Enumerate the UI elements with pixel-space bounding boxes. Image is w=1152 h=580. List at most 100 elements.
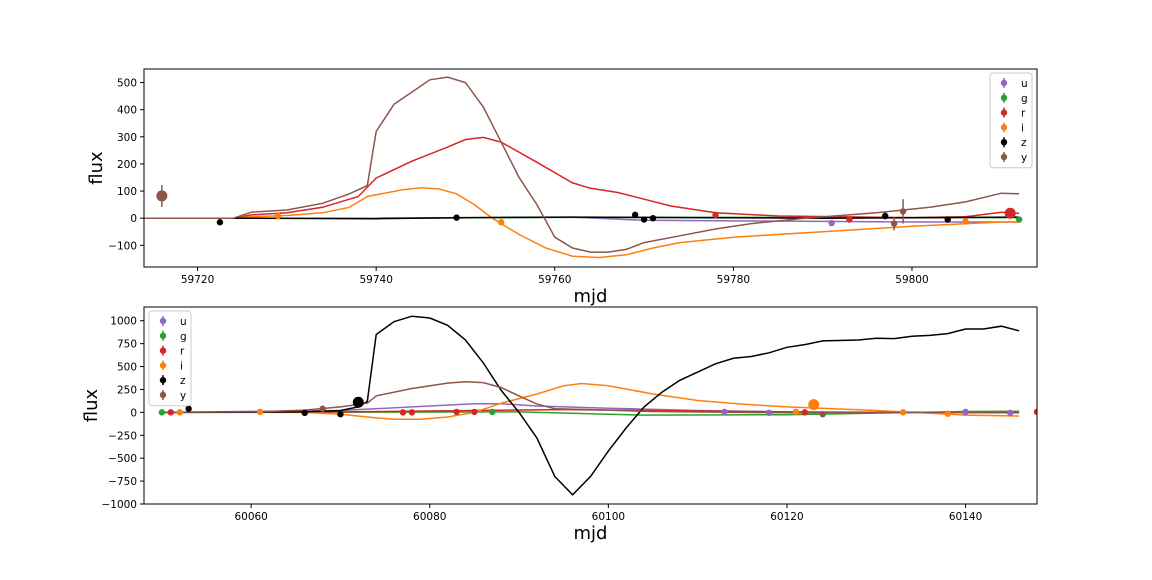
panel1-legend-marker-g: [1000, 94, 1008, 102]
panel2-x-tick-label: 60140: [949, 511, 982, 523]
panel2-data-point-z: [301, 409, 308, 417]
panel2-y-tick-label: 1000: [110, 316, 137, 328]
panel1-frame: [143, 68, 1038, 268]
panel2-legend-marker-r: [159, 347, 167, 354]
panel2-legend-box: [148, 310, 192, 407]
panel1-data-point-r: [846, 216, 853, 223]
panel1-x-tick-label: 59720: [181, 274, 214, 286]
panel2-series-line-i: [161, 382, 1020, 420]
panel1-y-tick-label: 500: [117, 78, 137, 90]
panel1-series-line-i: [144, 187, 1020, 259]
panel2-series-line-y: [161, 380, 1020, 414]
panel2-y-tick-label: −1000: [101, 499, 137, 511]
panel1-y-tick-label: −100: [108, 240, 137, 252]
panel2-legend-marker-y: [159, 391, 167, 399]
panel2-x-tick-label: 60060: [234, 511, 267, 523]
panel2-data-point-i: [256, 408, 264, 416]
panel2-data-point-u: [962, 408, 969, 416]
panel2-data-point-u: [1007, 409, 1014, 417]
panel2-data-point-g: [489, 408, 496, 416]
panel2-data-point-r: [801, 409, 809, 416]
panel1-data-point-z: [453, 214, 460, 221]
panel2-y-tick-label: 250: [117, 384, 137, 396]
panel2-plot-area: [158, 315, 1037, 496]
panel2-data-point-r: [399, 409, 407, 416]
panel2-data-point-z: [352, 396, 364, 408]
panel1-data-point-i: [962, 218, 969, 225]
panel1-x-tick-label: 59780: [717, 274, 750, 286]
panel2-data-point-r: [471, 408, 478, 416]
panel2-legend-marker-g: [159, 332, 167, 339]
panel2-data-point-r: [1033, 408, 1037, 416]
panel1-legend-label-y: y: [1021, 152, 1027, 164]
panel1-axes: 59720 59740 59760 59780 59800 −100 0 100 200 300 4…: [86, 68, 1038, 307]
panel1-data-point-z: [944, 216, 951, 223]
panel2-legend-label-i: i: [180, 360, 183, 372]
panel1-legend-label-g: g: [1021, 93, 1028, 105]
panel2-data-point-y: [819, 411, 826, 418]
panel2-data-point-u: [765, 409, 773, 417]
panel1-y-axis-label: flux: [86, 151, 107, 185]
panel1-series-line-y: [144, 76, 1020, 253]
panel2-x-tick-label: 60080: [413, 511, 446, 523]
panel2-y-tick-label: −250: [108, 430, 137, 442]
panel2-axes: 60060 60080 60100 60120 60140 −1000 −750 −500 −2…: [81, 306, 1038, 544]
panel1-x-tick-label: 59760: [538, 274, 571, 286]
panel2-data-point-z: [337, 411, 344, 418]
panel2-frame: [143, 306, 1038, 505]
panel1-legend-marker-i: [1000, 124, 1008, 131]
panel1-y-tick-label: 200: [117, 159, 137, 171]
panel2-y-tick-label: 750: [117, 339, 137, 351]
panel1-data-point-z: [881, 212, 889, 220]
panel1-data-point-r: [1004, 207, 1016, 219]
panel2-x-tick-label: 60120: [770, 511, 803, 523]
panel1-legend-label-i: i: [1021, 122, 1024, 134]
panel2-data-point-z: [185, 405, 192, 412]
panel1-legend-label-r: r: [1021, 108, 1026, 120]
panel1-data-point-z: [649, 214, 657, 222]
panel2-data-point-r: [408, 409, 416, 416]
panel2-series-line-z: [161, 315, 1020, 496]
panel2-data-point-i: [176, 409, 183, 416]
panel2-legend-marker-i: [159, 362, 167, 369]
panel2-legend-label-g: g: [180, 331, 187, 343]
panel1-x-tick-label: 59800: [895, 274, 928, 286]
panel2-legend-label-u: u: [180, 316, 187, 328]
panel2-data-point-i: [899, 409, 907, 416]
panel1-legend-marker-y: [1000, 153, 1008, 161]
panel1-data-point-g: [1015, 216, 1023, 223]
panel1-data-point-r: [712, 211, 719, 219]
panel2-legend-marker-z: [159, 377, 167, 384]
panel2-legend-label-y: y: [180, 390, 186, 402]
panel1-legend-marker-u: [1000, 79, 1008, 87]
panel1-x-tick-label: 59740: [359, 274, 392, 286]
panel1-legend-label-u: u: [1021, 78, 1028, 90]
panel1-data-point-i: [498, 219, 505, 226]
panel2-data-point-i: [792, 408, 800, 416]
panel2-x-tick-label: 60100: [592, 511, 625, 523]
panel2-data-point-i: [944, 410, 951, 417]
panel1-data-point-y: [890, 220, 898, 227]
panel2-data-point-r: [167, 409, 174, 416]
panel1-legend-marker-z: [1000, 139, 1008, 146]
panel1-data-point-y: [899, 208, 907, 215]
panel2-legend-label-z: z: [180, 375, 186, 387]
panel1-y-tick-label: 300: [117, 132, 137, 144]
panel2-y-tick-label: −750: [108, 476, 137, 488]
panel2-legend-label-r: r: [180, 346, 185, 358]
panel1-legend-marker-r: [1000, 109, 1008, 116]
panel1-data-point-i: [274, 212, 282, 220]
panel2-y-tick-label: 0: [130, 407, 137, 419]
panel2-legend-marker-u: [159, 317, 167, 325]
panel1-data-point-z: [640, 216, 648, 223]
panel2-data-point-i: [808, 399, 820, 411]
panel1-series-line-r: [144, 136, 1020, 219]
panel2-x-axis-label: mjd: [574, 523, 608, 544]
panel2-data-point-y: [319, 405, 326, 412]
panel1-data-point-z: [631, 211, 639, 219]
panel2-data-point-u: [721, 408, 728, 416]
panel2-data-point-r: [453, 408, 460, 416]
